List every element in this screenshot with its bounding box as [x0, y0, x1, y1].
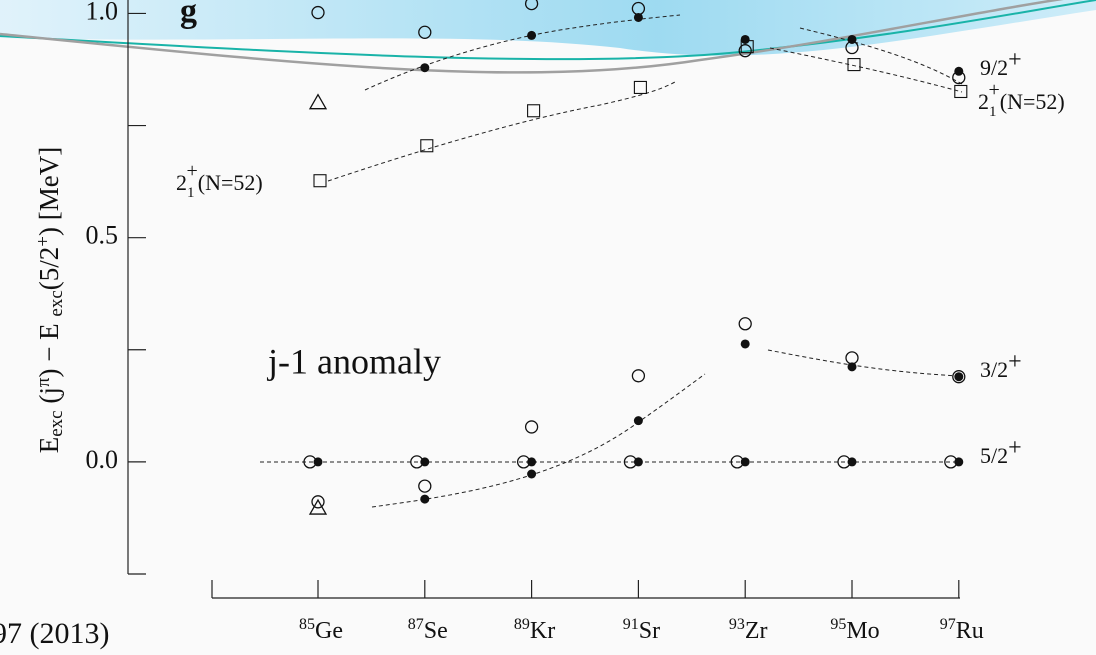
filled-point — [740, 457, 750, 467]
square-point — [313, 174, 327, 188]
y-label-part: E — [34, 437, 64, 454]
filled-point — [954, 457, 964, 467]
mass-number: 93 — [729, 616, 745, 633]
element-symbol: Zr — [745, 618, 768, 644]
filled-point — [633, 457, 643, 467]
filled-point — [740, 34, 750, 44]
filled-point — [420, 457, 430, 467]
state-sup: + — [989, 79, 1000, 101]
element-symbol: Ge — [315, 618, 343, 644]
state-sub: 1 — [187, 185, 195, 201]
open-point — [845, 351, 859, 365]
mass-number: 91 — [623, 616, 639, 633]
mass-number: 87 — [408, 616, 424, 633]
y-label-part: (5/2 — [34, 247, 64, 291]
y-label-part: ) [MeV] — [34, 147, 64, 236]
triangle-point — [308, 93, 328, 110]
open-point — [524, 420, 539, 434]
y-label-part: exc — [46, 290, 67, 316]
annotation: j-1 anomaly — [266, 341, 441, 381]
y-label-part: + — [33, 236, 54, 247]
y-tick-label: 1.0 — [86, 0, 119, 25]
square-point — [633, 80, 647, 94]
filled-point — [527, 457, 537, 467]
filled-point — [633, 416, 643, 426]
state-sub: 1 — [989, 104, 997, 120]
state-sup: + — [1008, 349, 1022, 375]
y-label-part: π — [33, 377, 54, 387]
square-point — [954, 84, 968, 99]
filled-point — [847, 362, 857, 372]
element-symbol: Kr — [530, 618, 555, 644]
square-point — [527, 104, 541, 118]
open-point — [311, 495, 325, 509]
filled-point — [740, 339, 750, 349]
element-symbol: Se — [424, 618, 448, 644]
state-label: 5/2+ — [980, 435, 1022, 469]
mass-number: 85 — [299, 616, 315, 633]
y-label-part: exc — [46, 410, 67, 436]
filled-point — [313, 457, 323, 467]
filled-point — [847, 34, 857, 44]
state-main: 2 — [978, 89, 989, 114]
open-point — [631, 369, 646, 383]
decoration — [0, 0, 1096, 74]
x-tick-label: 95Mo — [830, 616, 879, 643]
x-tick-label: 91Sr — [623, 616, 660, 643]
filled-point — [633, 12, 643, 22]
element-symbol: Ru — [956, 618, 984, 644]
state-sup: + — [1008, 47, 1022, 73]
mass-number: 95 — [830, 616, 846, 633]
state-sup: + — [1008, 435, 1022, 461]
state-label: 9/2+ — [980, 47, 1022, 81]
square-point — [740, 40, 754, 54]
state-label: 21 +(N=52) — [978, 79, 1065, 121]
open-point — [311, 5, 325, 20]
square-point — [847, 58, 861, 72]
x-tick-label: 89Kr — [514, 616, 555, 643]
element-symbol: Sr — [639, 618, 660, 644]
fit-lines — [260, 14, 963, 508]
y-label-part: ) − E — [34, 317, 64, 378]
open-point — [952, 370, 966, 384]
state-main: 2 — [176, 170, 187, 195]
open-point — [738, 317, 752, 331]
square-point — [420, 139, 434, 153]
x-tick-label: 97Ru — [940, 616, 984, 643]
state-label: 3/2+ — [980, 349, 1022, 383]
state-sup: + — [187, 160, 198, 182]
y-axis-label: Eexc (jπ) − E exc(5/2+) [MeV] — [33, 147, 67, 454]
filled-point — [420, 494, 430, 504]
filled-point — [954, 372, 964, 382]
reference-fragment: 97 (2013) — [0, 617, 109, 650]
filled-point — [847, 457, 857, 467]
state-label: 21 +(N=52) — [176, 160, 263, 202]
filled-point — [527, 30, 537, 40]
state-main: 3/2 — [980, 357, 1008, 382]
filled-point — [954, 66, 964, 76]
open-point — [524, 0, 539, 11]
open-point — [418, 25, 432, 39]
state-tail: (N=52) — [198, 170, 263, 195]
open-point — [738, 44, 752, 58]
filled-point — [527, 469, 537, 479]
open-point — [418, 479, 432, 493]
element-symbol: Mo — [846, 618, 879, 644]
state-main: 5/2 — [980, 443, 1008, 468]
filled-point — [420, 63, 430, 73]
x-tick-label: 85Ge — [299, 616, 343, 643]
x-tick-label: 93Zr — [729, 616, 768, 643]
mass-number: 97 — [940, 616, 956, 633]
y-tick-label: 0.0 — [86, 445, 119, 474]
y-tick-label: 0.5 — [86, 221, 119, 250]
state-main: 9/2 — [980, 55, 1008, 80]
mass-number: 89 — [514, 616, 530, 633]
y-label-part: (j — [34, 387, 64, 410]
x-tick-label: 87Se — [408, 616, 448, 643]
state-tail: (N=52) — [1000, 89, 1065, 114]
heading-fragment: g — [180, 0, 197, 30]
